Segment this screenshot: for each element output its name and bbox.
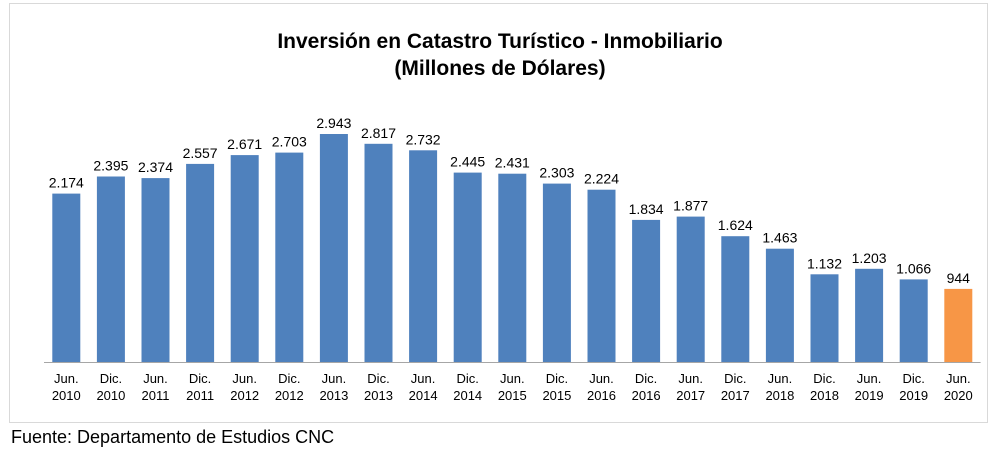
bar xyxy=(141,178,170,362)
bar-value-label: 1.624 xyxy=(718,217,753,233)
bar xyxy=(96,176,125,362)
source-note: Fuente: Departamento de Estudios CNC xyxy=(11,427,335,447)
x-tick-label-year: 2019 xyxy=(855,388,884,403)
bar-value-label: 2.431 xyxy=(495,155,530,171)
bar-value-label: 1.877 xyxy=(673,198,708,214)
x-tick-label-period: Dic. xyxy=(457,371,479,386)
bar xyxy=(275,152,304,362)
bar xyxy=(230,155,259,362)
x-tick-label-period: Dic. xyxy=(189,371,211,386)
bar-value-label: 1.203 xyxy=(852,250,887,266)
x-tick-label-period: Jun. xyxy=(411,371,436,386)
x-tick-label-year: 2010 xyxy=(52,388,81,403)
bar xyxy=(855,268,884,362)
bar-value-label: 1.132 xyxy=(807,255,842,271)
x-tick-label-year: 2012 xyxy=(275,388,304,403)
x-tick-label-year: 2011 xyxy=(186,388,214,403)
bar-value-label: 2.943 xyxy=(316,115,351,131)
bar-value-label: 1.834 xyxy=(629,201,664,217)
bar-value-label: 2.445 xyxy=(450,154,485,170)
x-tick-label-period: Dic. xyxy=(546,371,568,386)
bar-value-label: 2.395 xyxy=(93,158,128,174)
bar-value-label: 2.224 xyxy=(584,171,619,187)
x-tick-label-year: 2011 xyxy=(142,388,170,403)
x-tick-label-period: Jun. xyxy=(857,371,882,386)
x-tick-label-period: Jun. xyxy=(768,371,793,386)
chart-title: Inversión en Catastro Turístico - Inmobi… xyxy=(277,30,723,53)
bar-value-label: 2.374 xyxy=(138,159,173,175)
bar xyxy=(453,172,482,362)
bar xyxy=(52,193,81,362)
x-tick-label-period: Jun. xyxy=(54,371,79,386)
x-tick-label-period: Dic. xyxy=(724,371,746,386)
bar-value-label: 2.174 xyxy=(49,175,84,191)
bar-value-label: 2.557 xyxy=(183,145,218,161)
x-tick-label-period: Dic. xyxy=(367,371,389,386)
bar-value-label: 2.671 xyxy=(227,136,262,152)
bar xyxy=(944,288,973,362)
bar xyxy=(587,189,616,362)
x-tick-label-period: Dic. xyxy=(903,371,925,386)
x-tick-label-year: 2018 xyxy=(765,388,794,403)
x-tick-label-period: Jun. xyxy=(946,371,971,386)
x-tick-label-period: Dic. xyxy=(100,371,122,386)
x-tick-label-year: 2016 xyxy=(587,388,616,403)
x-tick-label-period: Jun. xyxy=(143,371,168,386)
x-tick-label-year: 2014 xyxy=(409,388,438,403)
chart-title-block: Inversión en Catastro Turístico - Inmobi… xyxy=(0,28,1000,82)
x-tick-label-period: Dic. xyxy=(813,371,835,386)
x-tick-label-period: Dic. xyxy=(278,371,300,386)
bar-value-label: 2.703 xyxy=(272,134,307,150)
bar-value-label: 2.817 xyxy=(361,125,396,141)
bar xyxy=(542,183,571,362)
x-tick-label-period: Jun. xyxy=(589,371,614,386)
bar xyxy=(721,236,750,362)
x-tick-label-year: 2018 xyxy=(810,388,839,403)
bar xyxy=(765,248,794,362)
bar-value-label: 2.303 xyxy=(539,165,574,181)
bar-value-label: 944 xyxy=(947,270,971,286)
x-tick-label-period: Jun. xyxy=(232,371,257,386)
bar xyxy=(676,216,705,362)
x-tick-label-year: 2017 xyxy=(721,388,750,403)
x-tick-label-year: 2013 xyxy=(364,388,393,403)
bar xyxy=(632,219,661,362)
bar xyxy=(409,150,438,362)
x-tick-label-year: 2013 xyxy=(319,388,348,403)
x-tick-label-year: 2020 xyxy=(944,388,973,403)
x-tick-label-year: 2016 xyxy=(632,388,661,403)
bar xyxy=(810,274,839,362)
bar xyxy=(364,143,393,362)
x-tick-label-period: Jun. xyxy=(322,371,347,386)
chart-subtitle: (Millones de Dólares) xyxy=(394,57,606,80)
x-tick-label-year: 2017 xyxy=(676,388,705,403)
x-tick-label-period: Jun. xyxy=(678,371,703,386)
x-tick-label-period: Dic. xyxy=(635,371,657,386)
bar xyxy=(498,173,527,362)
bar-value-label: 1.463 xyxy=(762,230,797,246)
x-tick-label-year: 2014 xyxy=(453,388,482,403)
bar-value-label: 1.066 xyxy=(896,260,931,276)
x-tick-label-year: 2012 xyxy=(230,388,259,403)
x-tick-label-period: Jun. xyxy=(500,371,525,386)
bar-value-label: 2.732 xyxy=(406,131,441,147)
bar xyxy=(186,163,215,362)
x-tick-label-year: 2010 xyxy=(96,388,125,403)
x-tick-label-year: 2019 xyxy=(899,388,928,403)
bar xyxy=(899,279,928,362)
x-tick-label-year: 2015 xyxy=(498,388,527,403)
bar xyxy=(319,134,348,362)
x-tick-label-year: 2015 xyxy=(542,388,571,403)
